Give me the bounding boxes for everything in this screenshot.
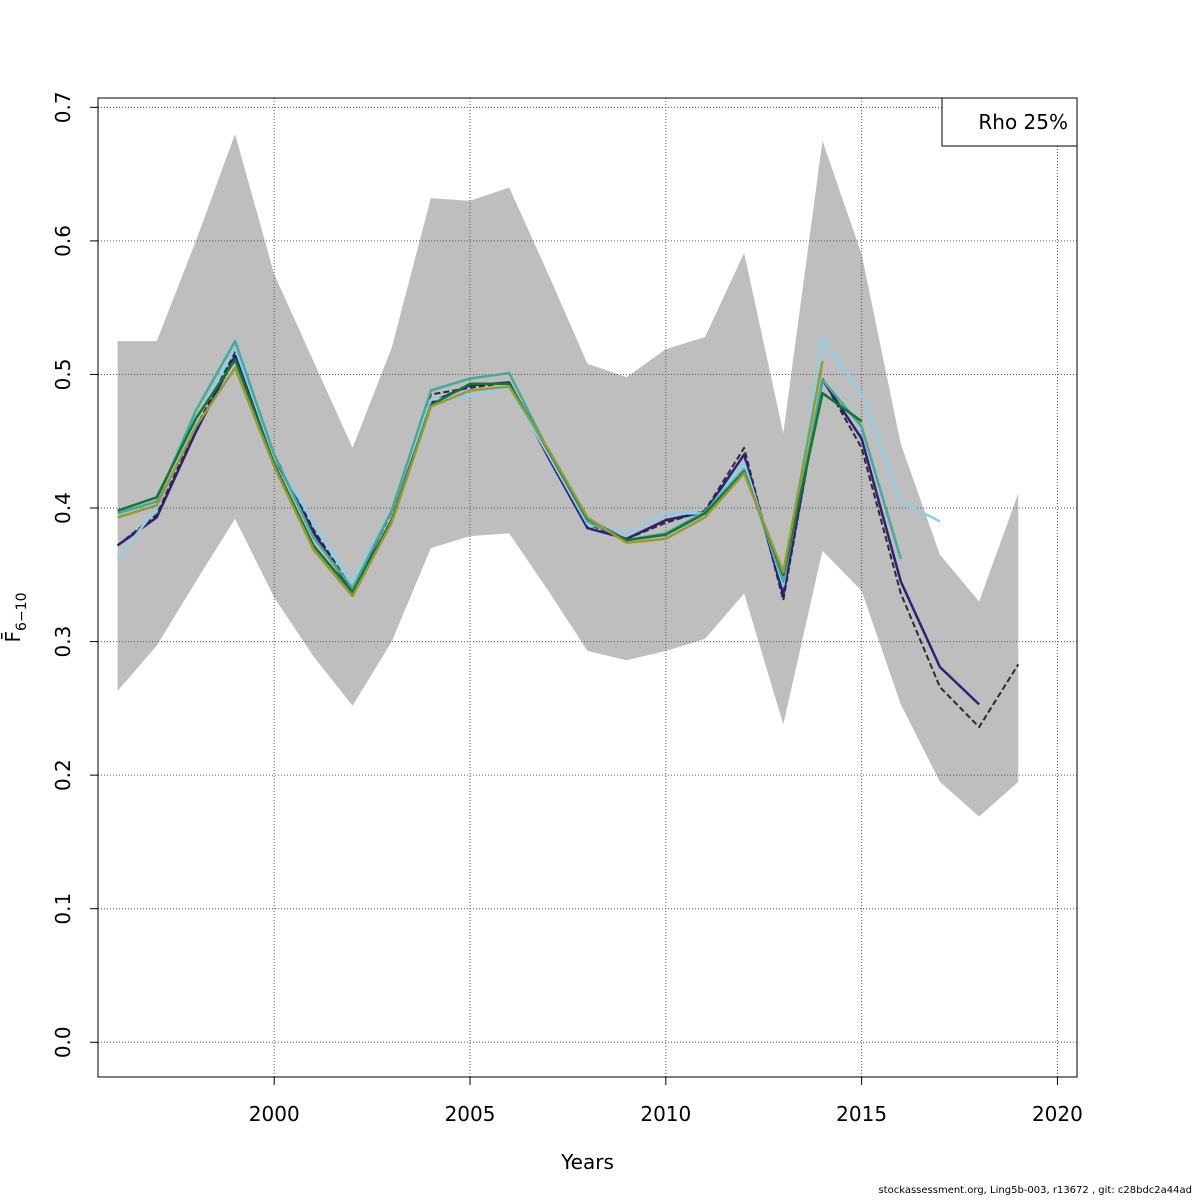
- confidence-band-layer: [117, 134, 1019, 817]
- y-tick-label: 0.4: [51, 492, 75, 524]
- y-tick-label: 0.5: [51, 359, 75, 391]
- y-tick-label: 0.6: [51, 225, 75, 257]
- svg-text:F̄6−10: F̄6−10: [0, 593, 30, 643]
- y-axis-label-subscript: 6−10: [14, 593, 30, 631]
- legend-text: Rho 25%: [978, 110, 1068, 134]
- axis-layer: 2000 2005 2010 2015 2020 0.0 0.1 0.2 0.3 0.4 0.5 0.…: [51, 91, 1083, 1126]
- y-tick-label: 0.0: [51, 1026, 75, 1058]
- y-axis-label: F̄6−10: [0, 593, 30, 643]
- y-tick-label: 0.7: [51, 91, 75, 123]
- x-tick-label: 2020: [1032, 1102, 1083, 1126]
- series-line-0: [116, 350, 1020, 729]
- legend: Rho 25%: [941, 97, 1078, 147]
- x-axis-label: Years: [560, 1150, 614, 1174]
- x-tick-label: 2000: [249, 1102, 300, 1126]
- y-tick-label: 0.1: [51, 893, 75, 925]
- y-tick-label: 0.3: [51, 626, 75, 658]
- legend-box: [941, 97, 1078, 147]
- x-tick-label: 2005: [445, 1102, 496, 1126]
- grid-layer: [98, 98, 1077, 1077]
- series-line-5: [117, 360, 824, 598]
- plot-frame: [97, 97, 1078, 1078]
- y-tick-label: 0.2: [51, 759, 75, 791]
- x-tick-label: 2015: [836, 1102, 887, 1126]
- y-axis-label-main: F̄: [0, 631, 25, 643]
- series-line-3: [117, 339, 902, 590]
- footer-credit: stockassessment.org, Ling5b-003, r13672 …: [878, 1185, 1192, 1196]
- x-tick-label: 2010: [640, 1102, 691, 1126]
- confidence-band: [117, 134, 1019, 817]
- series-layer: [116, 337, 1020, 729]
